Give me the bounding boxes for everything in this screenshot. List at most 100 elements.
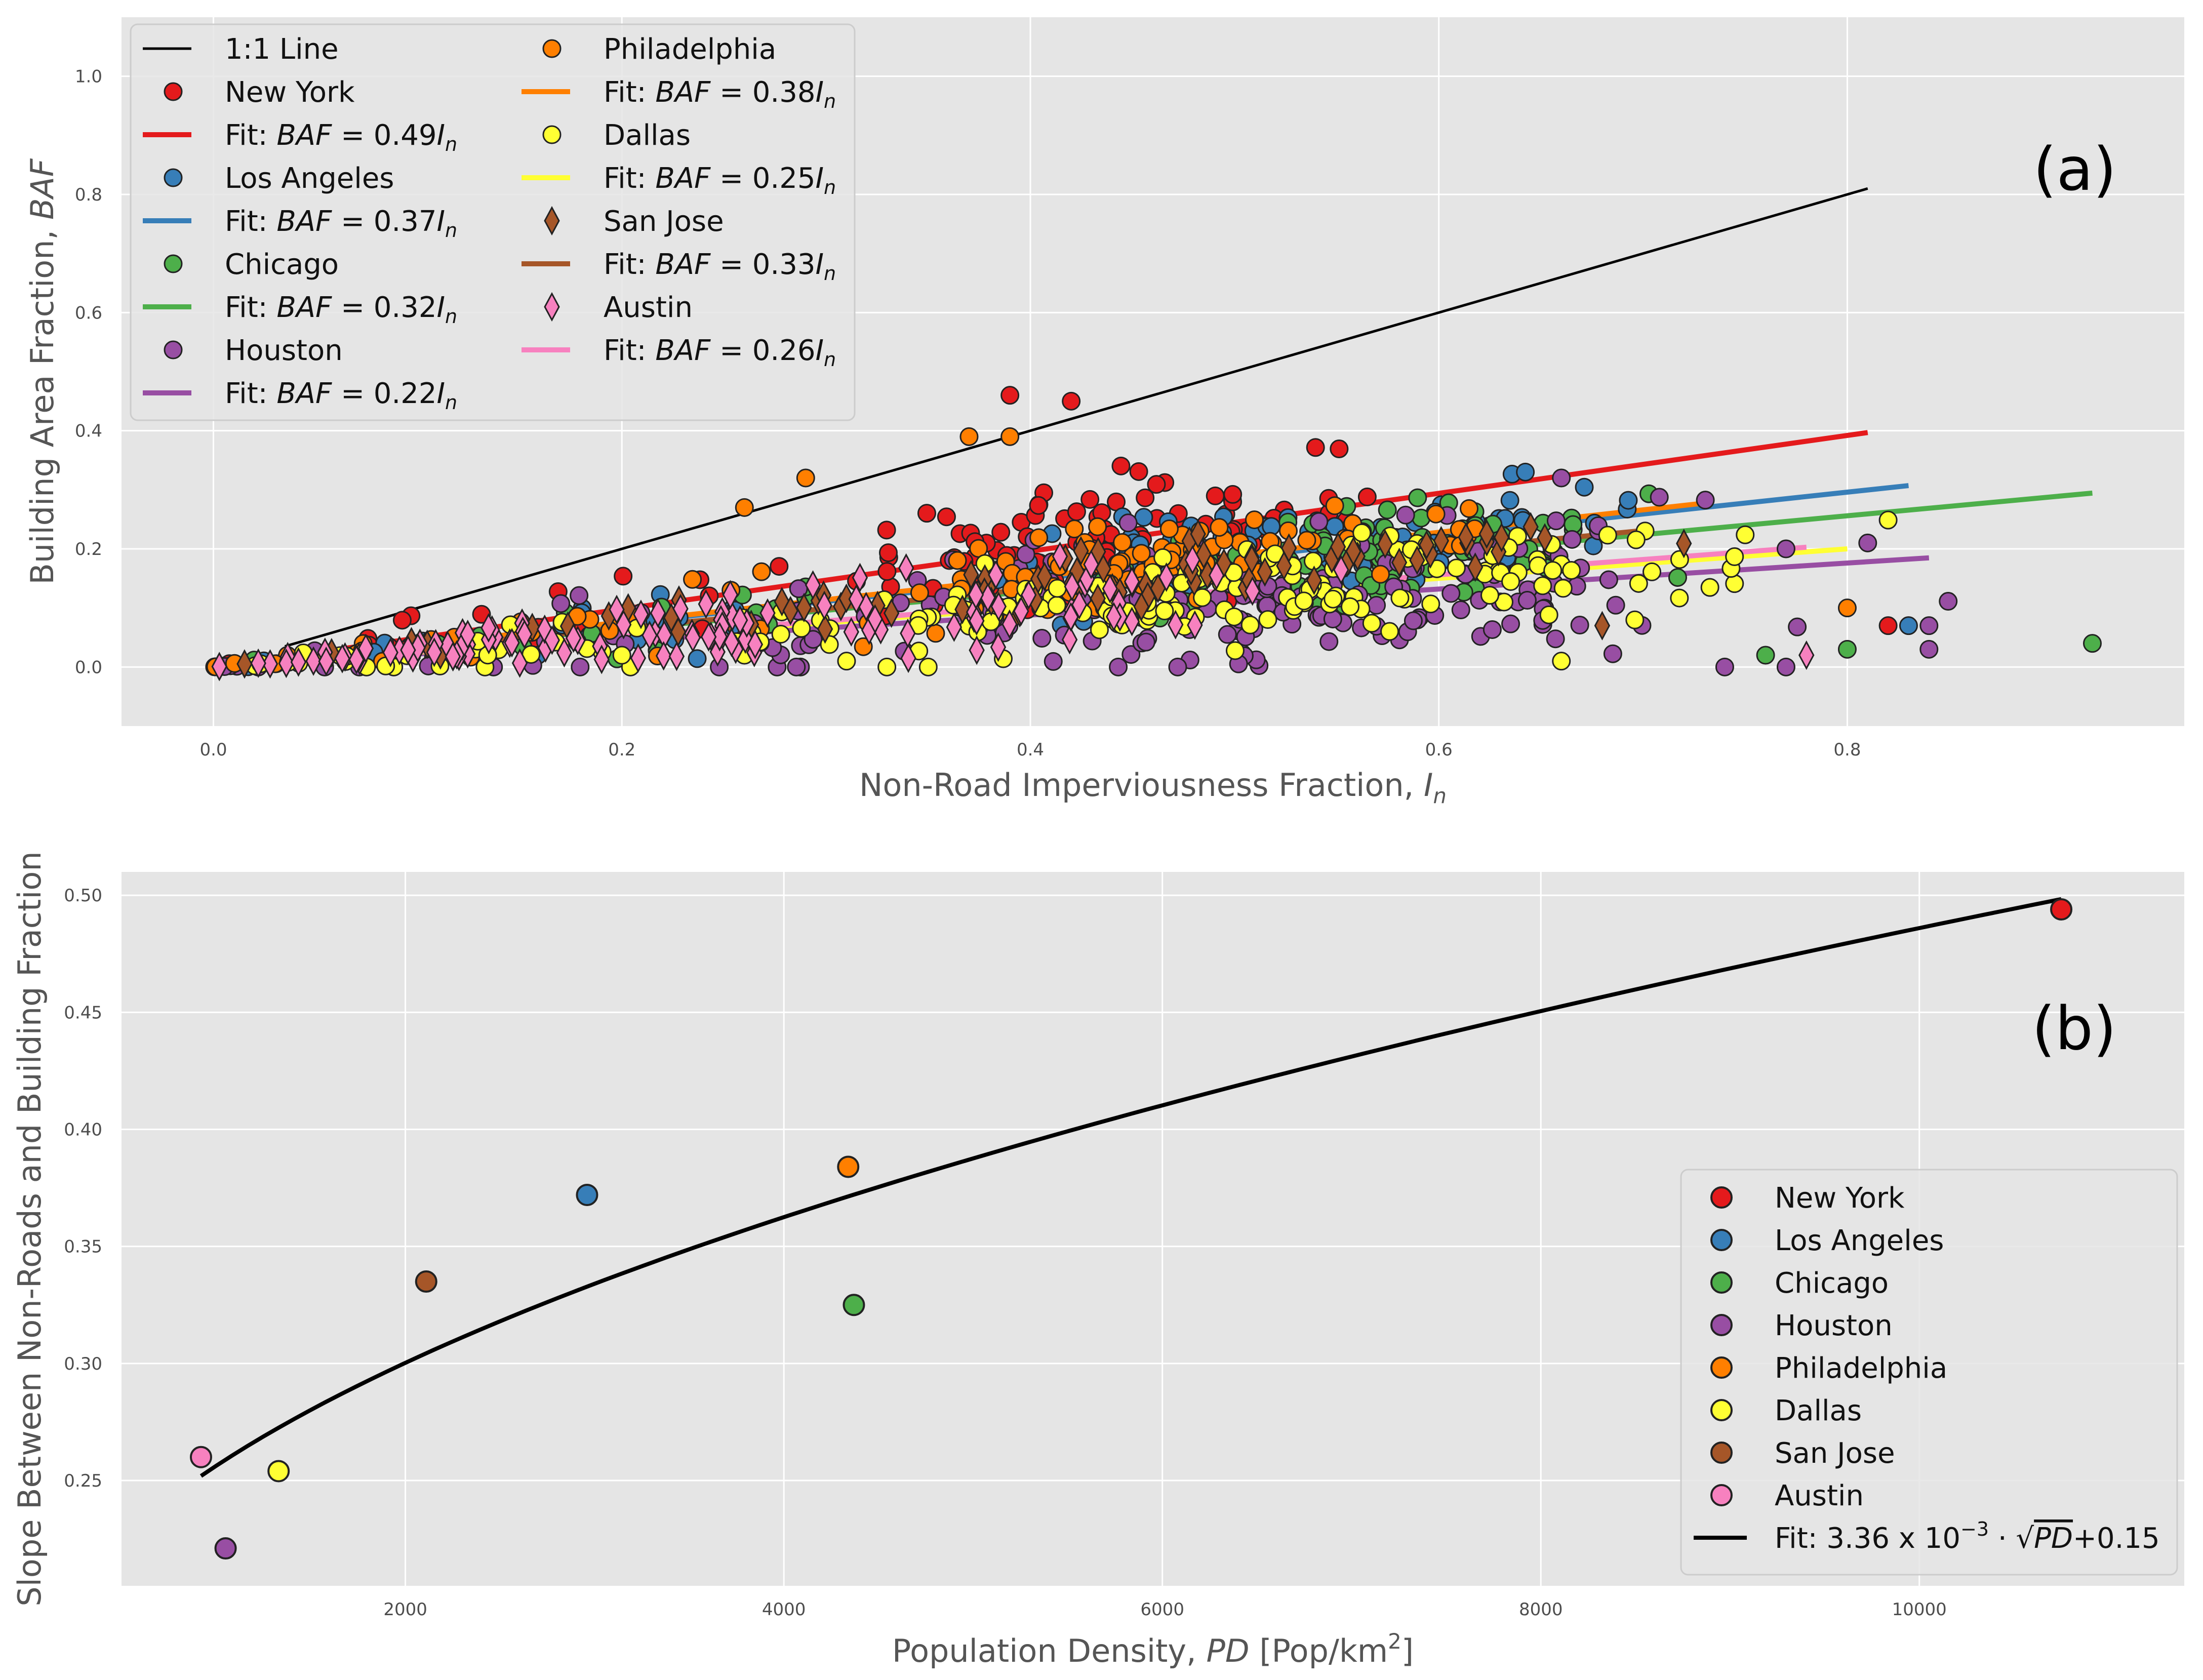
legend-fit-tail: I	[436, 291, 445, 324]
y-tick-label-a: 0.4	[75, 421, 102, 442]
point-dallas	[1480, 586, 1500, 605]
legend-label-b: Austin	[1775, 1479, 1864, 1512]
legend-label-b: Dallas	[1775, 1394, 1862, 1427]
x-tick-label-b: 2000	[383, 1599, 427, 1620]
point-dallas	[1048, 579, 1067, 598]
legend-fit-tail: I	[436, 377, 445, 410]
legend-label-a: Fit: BAF = 0.25In	[604, 162, 836, 198]
point-dallas	[1562, 561, 1581, 580]
point-houston	[1788, 617, 1807, 636]
legend-label-a: San Jose	[604, 205, 724, 238]
legend-entry-a: Los Angeles	[164, 162, 394, 195]
point-austin	[426, 637, 443, 667]
legend-label-b: Houston	[1775, 1309, 1893, 1342]
point-san-jose	[1493, 523, 1510, 552]
point-houston	[1367, 595, 1386, 615]
x-tick-label-b: 8000	[1519, 1599, 1563, 1620]
point-san-jose	[1090, 583, 1106, 614]
point-austin	[980, 583, 996, 613]
point-san-jose	[236, 649, 253, 679]
point-austin	[516, 619, 533, 649]
point-dallas	[1447, 558, 1466, 578]
x-axis-label-var-a: I	[1424, 767, 1433, 804]
point-austin	[867, 604, 883, 634]
legend-entry-b: San Jose	[1710, 1437, 1895, 1470]
legend-label-a: Austin	[604, 291, 693, 324]
point-houston	[1919, 616, 1939, 635]
legend-fit-var: BAF	[655, 76, 711, 109]
point-san-jose	[1073, 536, 1089, 566]
point-dallas	[1225, 641, 1245, 660]
x-tick-label-a: 0.6	[1425, 740, 1453, 760]
point-san-jose	[1391, 547, 1408, 577]
point-houston	[1404, 611, 1423, 630]
point-austin	[698, 589, 714, 619]
point-san-jose	[1280, 533, 1297, 563]
legend-entry-fit-b: Fit: 3.36 x 10−3 · √PD+0.15	[1694, 1518, 2160, 1555]
point-austin	[1187, 610, 1203, 640]
point-austin	[445, 642, 461, 671]
point-san-jose	[1537, 523, 1553, 553]
point-austin	[990, 591, 1007, 621]
point-san-jose	[1594, 611, 1611, 641]
legend-entry-a: Fit: BAF = 0.22In	[143, 377, 457, 414]
point-houston	[1650, 488, 1669, 507]
y-tick-label-b: 0.25	[64, 1471, 102, 1491]
point-dallas	[1352, 523, 1372, 542]
legend-fit-var: BAF	[655, 248, 711, 281]
point-los-angeles	[1575, 477, 1594, 497]
point-new-york	[1000, 386, 1020, 405]
x-axis-label-a: Non-Road Imperviousness Fraction, In	[859, 767, 1447, 808]
legend-fit-prefix: Fit:	[225, 291, 276, 324]
legend-label-a: New York	[225, 76, 355, 109]
point-austin	[700, 622, 717, 652]
point-dallas	[1294, 591, 1313, 611]
point-philadelphia	[910, 583, 929, 603]
point-new-york	[1330, 439, 1349, 459]
point-philadelphia	[1837, 598, 1857, 618]
point-austin	[722, 580, 739, 610]
point-austin	[348, 645, 365, 674]
point-dallas	[918, 657, 938, 676]
point-houston	[570, 586, 589, 605]
point-philadelphia	[1297, 531, 1316, 550]
legend-fit-tail: I	[815, 334, 824, 367]
point-austin	[988, 559, 1004, 590]
point-dallas	[1725, 547, 1744, 566]
point-austin	[805, 570, 821, 600]
point-houston	[1919, 639, 1939, 659]
point-chicago	[1668, 568, 1687, 587]
legend-swatch-circle	[164, 168, 183, 187]
point-los-angeles	[1500, 491, 1519, 510]
point-austin	[732, 605, 748, 635]
point-austin	[334, 644, 350, 673]
point-philadelphia	[683, 570, 702, 589]
point-austin	[1002, 609, 1018, 639]
fit-label-end: +0.15	[2073, 1522, 2160, 1555]
x-tick-label-b: 10000	[1892, 1599, 1947, 1620]
point-philadelphia	[1325, 496, 1344, 515]
panel-b: 2000 4000 6000 8000 10000 0.25 0.30 0.35 0.40 0.4…	[11, 851, 2184, 1669]
point-new-york	[917, 504, 936, 523]
point-austin	[556, 637, 573, 668]
point-dallas	[1340, 597, 1359, 616]
fit-line-b	[199, 897, 2062, 1478]
point-austin	[990, 632, 1007, 662]
legend-fit-var: BAF	[276, 205, 332, 238]
point-houston	[1483, 620, 1502, 639]
legend-fit-sub: n	[824, 90, 836, 112]
point-san-jose	[963, 559, 979, 590]
y-tick-label-a: 0.0	[75, 657, 102, 677]
legend-fit-eq: = 0.26	[710, 334, 815, 367]
point-san-jose	[796, 592, 812, 623]
point-san-jose	[954, 594, 971, 624]
x-tick-label-b: 4000	[762, 1599, 806, 1620]
legend-fit-tail: I	[815, 248, 824, 281]
point-dallas	[1362, 614, 1381, 633]
point-austin	[593, 645, 610, 674]
point-san-jose	[1244, 544, 1260, 575]
point-austin	[318, 646, 334, 676]
legend-entry-b: Dallas	[1710, 1394, 1862, 1427]
point-austin	[189, 1446, 212, 1468]
point-los-angeles	[1619, 491, 1638, 510]
